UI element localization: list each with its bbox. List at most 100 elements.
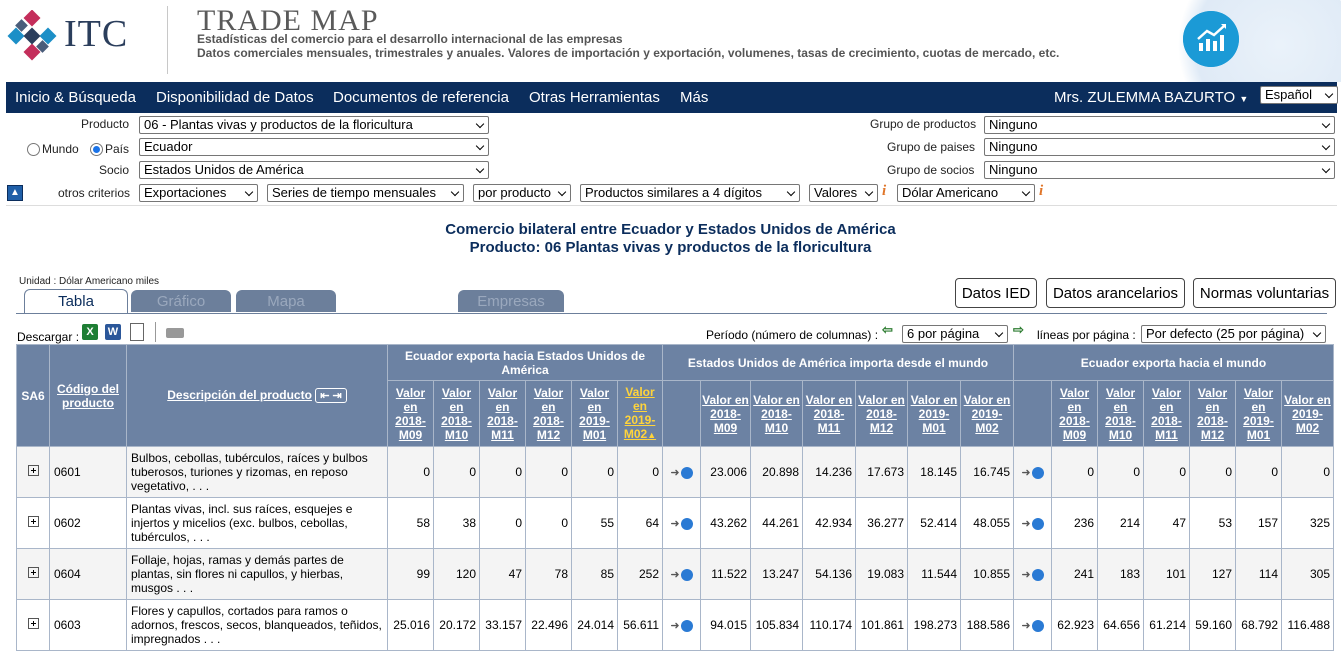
- codigo-header[interactable]: Código del producto: [49, 344, 127, 447]
- product-description: Flores y capullos, cortados para ramos o…: [126, 599, 388, 651]
- valores-select[interactable]: Valores: [809, 184, 878, 202]
- expand-row-cell[interactable]: [16, 446, 50, 498]
- tab-grafico[interactable]: Gráfico: [131, 290, 231, 312]
- period-header[interactable]: Valor en 2018-M11: [802, 380, 856, 447]
- world-link-icon[interactable]: ➜: [670, 568, 693, 582]
- world-link-cell[interactable]: ➜: [1013, 497, 1052, 549]
- user-menu[interactable]: Mrs. ZULEMMA BAZURTO ▼: [1054, 89, 1248, 106]
- print-icon[interactable]: [166, 328, 184, 338]
- datos-arancelarios-button[interactable]: Datos arancelarios: [1046, 278, 1185, 308]
- value-cell: 0: [387, 446, 434, 498]
- grupo-productos-select[interactable]: Ninguno: [984, 116, 1335, 134]
- world-link-cell[interactable]: ➜: [1013, 599, 1052, 651]
- world-link-cell[interactable]: ➜: [1013, 548, 1052, 600]
- nav-inicio[interactable]: Inicio & Búsqueda: [15, 89, 136, 106]
- otros-criterios-label: otros criterios: [58, 186, 131, 200]
- value-cell: 0: [617, 446, 663, 498]
- expand-columns-icon[interactable]: ⇤ ⇥: [315, 388, 347, 404]
- series-select[interactable]: Series de tiempo mensuales: [267, 184, 464, 202]
- expand-plus-icon[interactable]: [27, 516, 39, 527]
- expand-row-cell[interactable]: [16, 497, 50, 549]
- itc-logo-icon[interactable]: [6, 10, 58, 62]
- value-cell: 61.214: [1143, 599, 1190, 651]
- tab-mapa[interactable]: Mapa: [236, 290, 336, 312]
- expand-plus-icon[interactable]: [27, 567, 39, 578]
- period-header[interactable]: Valor en 2018-M09: [700, 380, 751, 447]
- nav-herramientas[interactable]: Otras Herramientas: [529, 89, 660, 106]
- normas-voluntarias-button[interactable]: Normas voluntarias: [1193, 278, 1336, 308]
- next-period-icon[interactable]: ⇨: [1013, 322, 1024, 337]
- period-header[interactable]: Valor en 2018-M11: [479, 380, 526, 447]
- site-header: ITC TRADE MAP Estadísticas del comercio …: [0, 0, 1341, 82]
- previous-period-icon[interactable]: ⇦: [882, 322, 893, 337]
- moneda-select[interactable]: Dólar Americano: [897, 184, 1035, 202]
- expand-row-cell[interactable]: [16, 599, 50, 651]
- producto-label: Producto: [81, 117, 130, 131]
- expand-row-cell[interactable]: [16, 548, 50, 600]
- world-link-icon[interactable]: ➜: [1021, 466, 1044, 480]
- por-producto-select[interactable]: por producto: [473, 184, 571, 202]
- grupo-socios-select[interactable]: Ninguno: [984, 161, 1335, 179]
- period-header[interactable]: Valor en 2018-M10: [750, 380, 803, 447]
- socio-select[interactable]: Estados Unidos de América: [139, 161, 489, 179]
- world-link-icon[interactable]: ➜: [1021, 619, 1044, 633]
- info-icon[interactable]: i: [1039, 183, 1044, 199]
- value-cell: 43.262: [700, 497, 751, 549]
- product-code: 0601: [49, 446, 127, 498]
- collapse-panel-icon[interactable]: ▲: [7, 185, 23, 201]
- world-link-icon[interactable]: ➜: [670, 466, 693, 480]
- table-row: 0601 Bulbos, cebollas, tubérculos, raíces…: [16, 446, 1334, 498]
- world-link-icon[interactable]: ➜: [670, 517, 693, 531]
- period-header[interactable]: Valor en 2019-M02: [960, 380, 1014, 447]
- period-header-sorted[interactable]: Valor en 2019-M02▲: [617, 380, 663, 447]
- world-link-cell[interactable]: ➜: [662, 446, 701, 498]
- tabs-baseline: [16, 313, 1327, 314]
- period-header[interactable]: Valor en 2019-M01: [907, 380, 961, 447]
- period-header[interactable]: Valor en 2019-M02: [1281, 380, 1334, 447]
- info-icon[interactable]: i: [882, 183, 887, 199]
- tab-empresas[interactable]: Empresas: [458, 290, 564, 312]
- period-header[interactable]: Valor en 2018-M12: [855, 380, 908, 447]
- mundo-radio[interactable]: [27, 143, 40, 156]
- period-header[interactable]: Valor en 2018-M09: [1051, 380, 1098, 447]
- world-link-cell[interactable]: ➜: [1013, 446, 1052, 498]
- period-header[interactable]: Valor en 2018-M11: [1143, 380, 1190, 447]
- pais-radio[interactable]: [90, 143, 103, 156]
- product-description: Plantas vivas, incl. sus raíces, esqueje…: [126, 497, 388, 549]
- expand-plus-icon[interactable]: [27, 465, 39, 476]
- pais-select[interactable]: Ecuador: [139, 138, 489, 156]
- world-link-icon[interactable]: ➜: [670, 619, 693, 633]
- grupo-paises-select[interactable]: Ninguno: [984, 138, 1335, 156]
- lineas-select[interactable]: Por defecto (25 por página): [1141, 325, 1326, 343]
- world-link-cell[interactable]: ➜: [662, 497, 701, 549]
- main-nav: Inicio & Búsqueda Disponibilidad de Dato…: [6, 82, 1338, 113]
- descripcion-header[interactable]: Descripción del producto ⇤ ⇥: [126, 344, 388, 447]
- world-link-icon[interactable]: ➜: [1021, 568, 1044, 582]
- world-link-cell[interactable]: ➜: [662, 599, 701, 651]
- period-header[interactable]: Valor en 2018-M10: [1097, 380, 1144, 447]
- period-header[interactable]: Valor en 2018-M12: [525, 380, 572, 447]
- nav-disponibilidad[interactable]: Disponibilidad de Datos: [156, 89, 314, 106]
- flujo-select[interactable]: Exportaciones: [139, 184, 258, 202]
- word-icon[interactable]: W: [105, 324, 121, 340]
- world-link-icon[interactable]: ➜: [1021, 517, 1044, 531]
- excel-icon[interactable]: X: [82, 324, 98, 340]
- nav-mas[interactable]: Más: [680, 89, 709, 106]
- productos-similares-select[interactable]: Productos similares a 4 dígitos: [580, 184, 800, 202]
- language-select[interactable]: Español: [1260, 86, 1338, 104]
- text-file-icon[interactable]: [130, 323, 144, 341]
- trade-map-chart-icon[interactable]: [1183, 11, 1239, 67]
- periodo-select[interactable]: 6 por página: [902, 325, 1008, 343]
- mundo-label: Mundo: [42, 142, 79, 156]
- world-link-cell[interactable]: ➜: [662, 548, 701, 600]
- datos-ied-button[interactable]: Datos IED: [955, 278, 1037, 308]
- nav-documentos[interactable]: Documentos de referencia: [333, 89, 509, 106]
- producto-select[interactable]: 06 - Plantas vivas y productos de la flo…: [139, 116, 489, 134]
- period-header[interactable]: Valor en 2018-M12: [1189, 380, 1236, 447]
- period-header[interactable]: Valor en 2019-M01: [1235, 380, 1282, 447]
- expand-plus-icon[interactable]: [27, 618, 39, 629]
- tab-tabla[interactable]: Tabla: [24, 289, 128, 314]
- period-header[interactable]: Valor en 2018-M10: [433, 380, 480, 447]
- period-header[interactable]: Valor en 2018-M09: [387, 380, 434, 447]
- period-header[interactable]: Valor en 2019-M01: [571, 380, 618, 447]
